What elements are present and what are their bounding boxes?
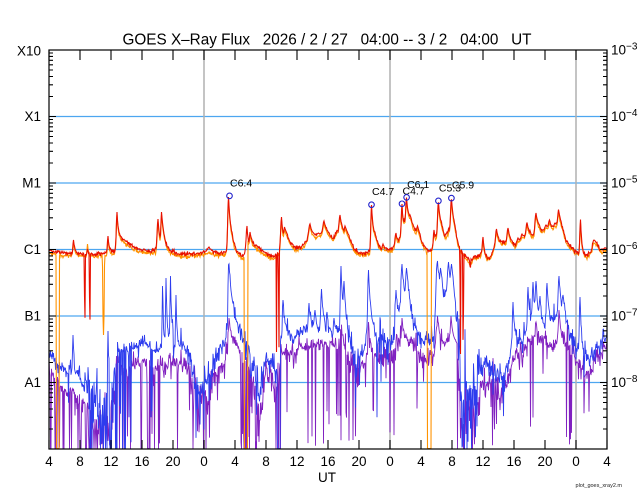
svg-text:12: 12 xyxy=(103,454,118,469)
svg-text:0: 0 xyxy=(386,454,394,469)
svg-text:A1: A1 xyxy=(24,375,41,390)
svg-text:C1: C1 xyxy=(24,242,41,257)
svg-text:4: 4 xyxy=(603,454,611,469)
svg-text:C4.7: C4.7 xyxy=(403,185,425,197)
svg-text:8: 8 xyxy=(76,454,84,469)
svg-text:UT: UT xyxy=(318,470,336,485)
svg-text:C6.4: C6.4 xyxy=(230,177,252,189)
svg-text:0: 0 xyxy=(200,454,208,469)
svg-text:4: 4 xyxy=(417,454,425,469)
svg-text:X10: X10 xyxy=(17,44,41,59)
svg-text:4: 4 xyxy=(45,454,53,469)
svg-text:16: 16 xyxy=(320,454,335,469)
svg-text:C4.7: C4.7 xyxy=(372,186,394,198)
svg-text:8: 8 xyxy=(448,454,456,469)
svg-text:M1: M1 xyxy=(22,176,41,191)
svg-text:C5.3: C5.3 xyxy=(439,182,461,194)
svg-text:4: 4 xyxy=(231,454,239,469)
svg-text:0: 0 xyxy=(572,454,580,469)
svg-text:12: 12 xyxy=(475,454,490,469)
svg-text:C6.1: C6.1 xyxy=(407,179,429,191)
svg-text:GOES X–Ray Flux 2026 / 2 / 2: GOES X–Ray Flux 2026 / 2 / 27 04:00 -- 3… xyxy=(123,32,532,49)
svg-text:16: 16 xyxy=(134,454,149,469)
svg-text:20: 20 xyxy=(537,454,552,469)
svg-text:12: 12 xyxy=(289,454,304,469)
svg-text:plot_goes_xray2.m: plot_goes_xray2.m xyxy=(576,483,623,489)
svg-text:20: 20 xyxy=(351,454,366,469)
svg-text:B1: B1 xyxy=(24,309,41,324)
svg-text:X1: X1 xyxy=(24,109,41,124)
svg-text:C5.9: C5.9 xyxy=(452,180,474,192)
svg-text:8: 8 xyxy=(262,454,270,469)
svg-text:20: 20 xyxy=(165,454,180,469)
svg-text:16: 16 xyxy=(506,454,521,469)
